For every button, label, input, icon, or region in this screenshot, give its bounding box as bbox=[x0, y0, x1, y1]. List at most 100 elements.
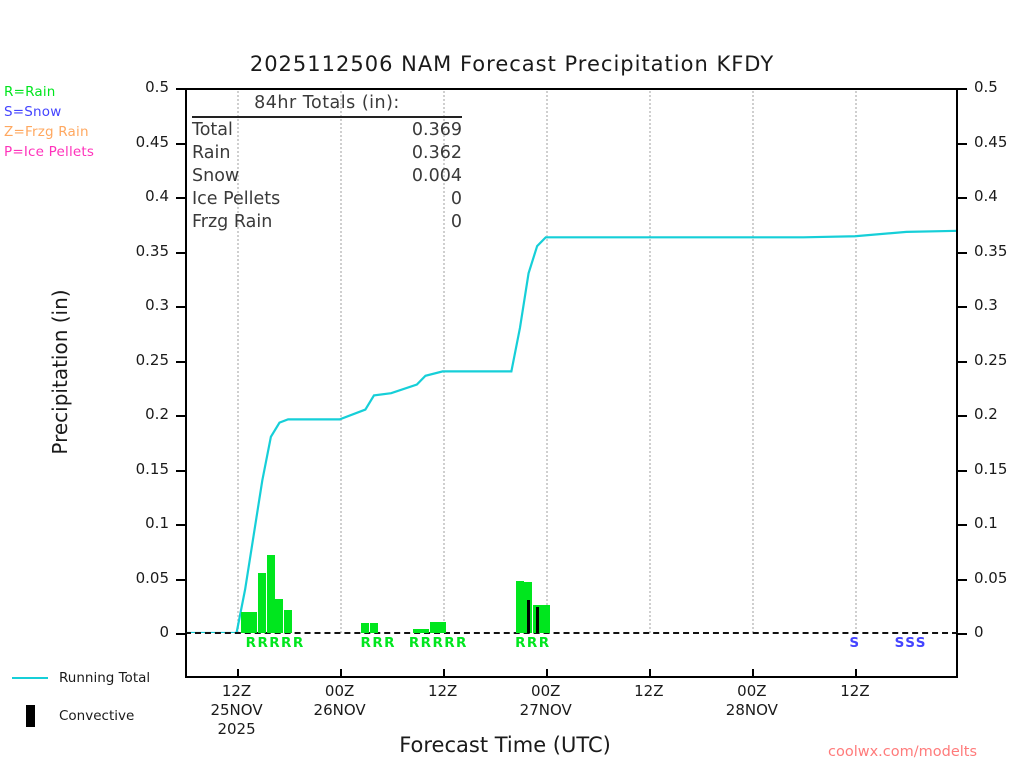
y-tick-right bbox=[958, 415, 967, 417]
ptype-marker: SSS bbox=[894, 635, 927, 651]
legend-label: Running Total bbox=[59, 670, 151, 686]
y-tick-left bbox=[176, 633, 185, 635]
y-tick-label-left: 0 bbox=[159, 623, 169, 641]
frame-left-lower bbox=[185, 633, 187, 677]
y-tick-label-left: 0.4 bbox=[145, 187, 169, 205]
plot-area bbox=[185, 88, 958, 633]
precip-bar bbox=[429, 622, 438, 633]
precip-bar bbox=[438, 622, 447, 633]
y-tick-right bbox=[958, 251, 967, 254]
precip-bar bbox=[283, 610, 292, 633]
x-tick bbox=[442, 669, 445, 676]
precip-bar bbox=[515, 580, 524, 633]
totals-label: Snow bbox=[192, 166, 240, 186]
gridline-1 bbox=[339, 88, 342, 633]
running-total-line bbox=[185, 229, 958, 633]
precip-bar bbox=[361, 623, 370, 633]
y-tick-label-left: 0.5 bbox=[145, 78, 169, 96]
totals-heading: 84hr Totals (in): bbox=[192, 92, 462, 118]
legend-running-total: Running Total bbox=[12, 670, 150, 686]
y-tick-left bbox=[176, 469, 185, 472]
totals-label: Frzg Rain bbox=[192, 212, 273, 232]
y-tick-left bbox=[176, 142, 185, 145]
totals-row: Snow 0.004 bbox=[192, 165, 462, 188]
precip-bar bbox=[275, 599, 284, 633]
y-tick-right bbox=[958, 469, 967, 472]
precip-bar bbox=[258, 573, 267, 633]
x-tick-label: 00Z 28NOV bbox=[725, 682, 778, 719]
y-tick-label-right: 0.2 bbox=[974, 405, 998, 423]
legend-entry-ice-pellets: P=Ice Pellets bbox=[4, 144, 95, 160]
totals-value: 0 bbox=[450, 212, 462, 232]
totals-box: 84hr Totals (in): Total 0.369 Rain 0.362… bbox=[192, 92, 462, 234]
y-tick-left bbox=[176, 578, 185, 581]
convective-bar bbox=[535, 606, 539, 633]
axis-bottom-rule bbox=[185, 676, 958, 678]
totals-value: 0 bbox=[450, 189, 462, 209]
gridline-6 bbox=[854, 88, 857, 633]
precip-bar bbox=[541, 604, 550, 633]
y-tick-label-left: 0.1 bbox=[145, 514, 169, 532]
y-tick-right bbox=[958, 633, 967, 635]
legend-entry-snow: S=Snow bbox=[4, 104, 62, 120]
y-tick-left bbox=[176, 306, 185, 308]
y-tick-right bbox=[958, 197, 967, 199]
legend-entry-frzg-rain: Z=Frzg Rain bbox=[4, 124, 89, 140]
x-tick-label: 12Z bbox=[634, 682, 664, 700]
gridline-5 bbox=[751, 88, 754, 633]
x-tick-label: 00Z 27NOV bbox=[519, 682, 572, 719]
y-tick-label-right: 0.45 bbox=[974, 132, 1008, 151]
running-total-line-swatch bbox=[12, 677, 48, 679]
y-tick-label-right: 0.5 bbox=[974, 78, 998, 96]
x-tick bbox=[236, 669, 239, 676]
y-tick-left bbox=[176, 88, 185, 90]
y-tick-label-left: 0.35 bbox=[135, 241, 169, 260]
y-tick-label-right: 0.15 bbox=[974, 459, 1008, 478]
totals-row: Rain 0.362 bbox=[192, 142, 462, 165]
ptype-marker: RRRRR bbox=[245, 635, 305, 651]
ptype-marker: RRR bbox=[360, 635, 396, 651]
y-tick-label-left: 0.2 bbox=[145, 405, 169, 423]
x-tick bbox=[854, 669, 857, 676]
x-tick bbox=[751, 669, 754, 676]
y-tick-label-left: 0.25 bbox=[135, 350, 169, 369]
gridline-2 bbox=[442, 88, 445, 633]
y-tick-label-right: 0.4 bbox=[974, 187, 998, 205]
y-tick-label-left: 0.05 bbox=[135, 568, 169, 587]
totals-value: 0.369 bbox=[411, 120, 462, 140]
totals-label: Rain bbox=[192, 143, 231, 163]
y-tick-right bbox=[958, 578, 967, 581]
y-tick-label-right: 0.3 bbox=[974, 296, 998, 314]
convective-bar bbox=[526, 600, 531, 633]
y-tick-right bbox=[958, 88, 967, 90]
totals-label: Ice Pellets bbox=[192, 189, 281, 209]
gridline-3 bbox=[545, 88, 548, 633]
y-tick-right bbox=[958, 524, 967, 526]
x-tick bbox=[545, 669, 548, 676]
legend-label: Convective bbox=[59, 708, 135, 724]
legend-convective: Convective bbox=[12, 705, 134, 727]
y-tick-left bbox=[176, 197, 185, 199]
convective-bar-swatch bbox=[26, 705, 35, 727]
y-tick-left bbox=[176, 360, 185, 363]
precip-bar bbox=[240, 612, 249, 633]
ptype-marker: RRR bbox=[515, 635, 551, 651]
y-tick-label-left: 0.45 bbox=[135, 132, 169, 151]
y-tick-label-right: 0.25 bbox=[974, 350, 1008, 369]
y-tick-left bbox=[176, 251, 185, 254]
y-tick-right bbox=[958, 360, 967, 363]
precip-bar bbox=[421, 628, 430, 633]
x-tick-label: 12Z bbox=[427, 682, 458, 700]
precip-bar bbox=[412, 628, 421, 633]
precip-type-legend: R=Rain S=Snow Z=Frzg Rain P=Ice Pellets bbox=[4, 82, 94, 162]
ptype-marker: S bbox=[849, 635, 861, 651]
y-tick-right bbox=[958, 306, 967, 308]
y-tick-label-left: 0.3 bbox=[145, 296, 169, 314]
x-tick-label: 12Z 25NOV 2025 bbox=[210, 682, 263, 738]
totals-value: 0.004 bbox=[411, 166, 462, 186]
plot-frame bbox=[185, 88, 958, 633]
y-tick-label-left: 0.15 bbox=[135, 459, 169, 478]
y-tick-left bbox=[176, 415, 185, 417]
x-tick-label: 12Z bbox=[840, 682, 870, 700]
totals-value: 0.362 bbox=[411, 143, 462, 163]
